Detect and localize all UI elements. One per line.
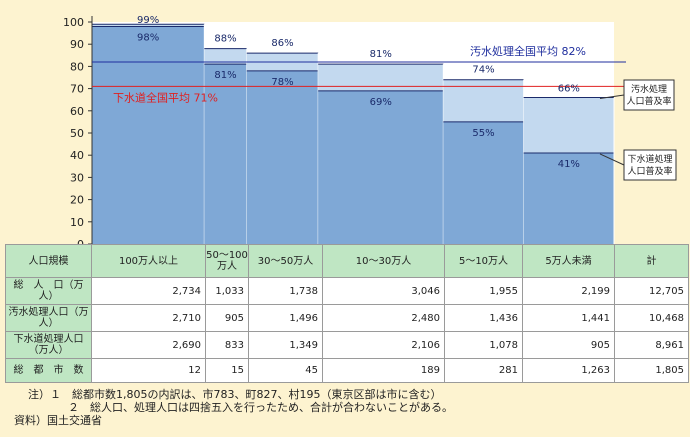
footnote-2: ２ 総人口、処理人口は四捨五入を行ったため、合計が合わないことがある。 (68, 401, 453, 414)
footnote-1: 注）１ 総都市数1,805の内訳は、市783、町827、村195（東京区部は市に… (28, 388, 442, 401)
lower-value-label: 81% (214, 70, 236, 81)
footnotes: 注）１ 総都市数1,805の内訳は、市783、町827、村195（東京区部は市に… (14, 388, 453, 427)
y-tick-label: 30 (70, 171, 84, 184)
y-tick-label: 60 (70, 105, 84, 118)
table-cell: 1,805 (614, 358, 689, 383)
table-row: 総 都 市 数 12 15 45 189 281 1,263 1,805 (5, 358, 689, 383)
legend-leader (599, 94, 625, 99)
table-cell: 1,436 (444, 304, 523, 332)
legend-label: 汚水処理 (631, 83, 667, 95)
lower-value-label: 78% (271, 77, 293, 88)
upper-value-label: 88% (214, 34, 236, 45)
legend-box (623, 149, 677, 181)
table-cell: 1,078 (444, 331, 523, 359)
table-cell: 8,961 (614, 331, 689, 359)
table-cell: 281 (444, 358, 523, 383)
lower-value-label: 98% (137, 32, 159, 43)
bar-lower (246, 70, 319, 244)
header-cell: 30〜50万人 (248, 244, 323, 278)
bar-lower (318, 90, 444, 244)
table-cell: 12 (91, 358, 206, 383)
header-cell: 計 (614, 244, 689, 278)
upper-value-label: 66% (558, 83, 580, 94)
table-cell: 45 (248, 358, 323, 383)
header-cell: 5〜10万人 (444, 244, 523, 278)
y-tick-label: 40 (70, 149, 84, 162)
table-cell: 1,263 (522, 358, 615, 383)
header-cell: 人口規模 (5, 244, 92, 278)
table-cell: 1,441 (522, 304, 615, 332)
table-row: 汚水処理人口（万人） 2,710 905 1,496 2,480 1,436 1… (5, 304, 689, 332)
table-cell: 905 (522, 331, 615, 359)
y-tick-label: 100 (63, 16, 84, 29)
table-cell: 1,349 (248, 331, 323, 359)
row-label: 総 人 口（万人） (5, 277, 92, 305)
table-cell: 10,468 (614, 304, 689, 332)
table-header-row: 人口規模 100万人以上 50〜100万人 30〜50万人 10〜30万人 5〜… (5, 244, 689, 278)
table-cell: 12,705 (614, 277, 689, 305)
table-cell: 1,738 (248, 277, 323, 305)
table-cell: 3,046 (322, 277, 445, 305)
population-table: 人口規模 100万人以上 50〜100万人 30〜50万人 10〜30万人 5〜… (5, 244, 689, 383)
lower-value-label: 69% (370, 97, 392, 108)
reference-label-sewage: 汚水処理全国平均 82% (470, 44, 586, 58)
y-tick-label: 10 (70, 216, 84, 229)
y-tick-label: 0 (77, 238, 84, 244)
table-cell: 2,690 (91, 331, 206, 359)
header-cell: 100万人以上 (91, 244, 206, 278)
bar-lower (443, 121, 524, 244)
y-tick-label: 90 (70, 38, 84, 51)
table-cell: 833 (205, 331, 249, 359)
table-cell: 2,106 (322, 331, 445, 359)
lower-value-label: 55% (472, 128, 494, 139)
table-cell: 1,033 (205, 277, 249, 305)
upper-value-label: 86% (271, 38, 293, 49)
bar-lower (523, 152, 614, 244)
coverage-chart: 0 10 20 30 40 50 60 70 80 90 100 汚水処理全国平均 82% 下水道全国平… (63, 15, 677, 244)
y-tick-label: 80 (70, 60, 84, 73)
legend-leader (599, 153, 625, 166)
table-cell: 2,734 (91, 277, 206, 305)
table-cell: 15 (205, 358, 249, 383)
legend-label: 人口普及率 (627, 165, 672, 177)
table-row: 下水道処理人口（万人） 2,690 833 1,349 2,106 1,078 … (5, 331, 689, 359)
table-cell: 1,955 (444, 277, 523, 305)
y-tick-label: 20 (70, 194, 84, 207)
bar-lower (204, 64, 247, 244)
table-cell: 2,199 (522, 277, 615, 305)
bar-lower (92, 26, 205, 244)
y-tick-label: 70 (70, 83, 84, 96)
table-row: 総 人 口（万人） 2,734 1,033 1,738 3,046 1,955 … (5, 277, 689, 305)
row-label: 総 都 市 数 (5, 358, 92, 383)
table-cell: 905 (205, 304, 249, 332)
upper-value-label: 81% (370, 49, 392, 60)
row-label: 汚水処理人口（万人） (5, 304, 92, 332)
legend-label: 下水道処理 (627, 153, 672, 165)
header-cell: 5万人未満 (522, 244, 615, 278)
table-cell: 1,496 (248, 304, 323, 332)
table-cell: 2,710 (91, 304, 206, 332)
lower-value-label: 41% (558, 159, 580, 170)
source-note: 資料）国土交通省 (14, 414, 102, 427)
legend-label: 人口普及率 (626, 95, 671, 107)
row-label: 下水道処理人口（万人） (5, 331, 92, 359)
header-cell: 50〜100万人 (205, 244, 249, 278)
upper-value-label: 99% (137, 15, 159, 26)
reference-label-sewer: 下水道全国平均 71% (113, 90, 218, 104)
y-tick-label: 50 (70, 127, 84, 140)
header-cell: 10〜30万人 (322, 244, 445, 278)
legend-box (623, 79, 675, 111)
table-cell: 2,480 (322, 304, 445, 332)
upper-value-label: 74% (472, 65, 494, 76)
table-cell: 189 (322, 358, 445, 383)
